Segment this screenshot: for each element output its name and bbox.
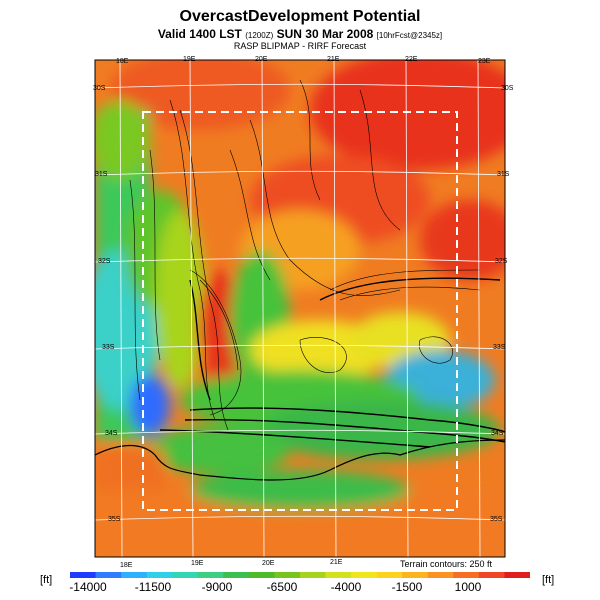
colorbar-swatch	[427, 572, 454, 578]
colorbar-unit-right: [ft]	[542, 574, 555, 586]
coastal-contours	[159, 277, 505, 448]
colorbar-swatch	[376, 572, 403, 578]
colorbar-label: -1500	[391, 580, 423, 594]
top-tick: 19E	[183, 56, 196, 63]
valid-time: Valid 1400 LST (1200Z) SUN 30 Mar 2008 […	[0, 27, 600, 41]
colorbar-swatch	[70, 572, 97, 578]
chart-title: OvercastDevelopment Potential	[179, 8, 421, 25]
right-tick: 33S	[493, 344, 506, 351]
colorbar-label: -11500	[134, 580, 172, 594]
colorbar-swatch	[351, 572, 378, 578]
colorbar-label: -14000	[69, 580, 107, 594]
top-tick: 23E	[478, 58, 491, 65]
colorbar-swatch	[274, 572, 301, 578]
colorbar-label: -6500	[266, 580, 298, 594]
map-field	[95, 60, 505, 557]
colorbar-swatch	[478, 572, 505, 578]
colorbar-swatch	[300, 572, 327, 578]
terrain-contour-note: Terrain contours: 250 ft	[400, 559, 493, 569]
valid-main: Valid 1400 LST	[157, 27, 242, 41]
inner-domain-box	[142, 111, 458, 511]
bottom-tick: 21E	[330, 559, 343, 566]
colorbar-swatch	[504, 572, 530, 578]
bottom-tick: 19E	[191, 560, 204, 567]
terrain-contours	[129, 79, 481, 431]
right-tick: 30S	[501, 85, 514, 92]
left-tick: 31S	[95, 171, 108, 178]
right-tick: 35S	[490, 516, 503, 523]
colorbar-swatch	[223, 572, 250, 578]
colorbar	[70, 572, 530, 578]
top-tick: 21E	[327, 56, 340, 63]
colorbar-swatch	[146, 572, 173, 578]
colorbar-unit-left: [ft]	[40, 574, 53, 586]
right-tick: 32S	[495, 258, 508, 265]
map-frame	[94, 59, 506, 558]
left-tick: 33S	[102, 344, 115, 351]
colorbar-label: -9000	[201, 580, 233, 594]
colorbar-swatch	[453, 572, 480, 578]
top-tick: 22E	[405, 56, 418, 63]
forecast-run: [10hrFcst@2345z]	[376, 31, 443, 40]
right-tick: 34S	[491, 430, 504, 437]
colorbar-swatch	[95, 572, 122, 578]
left-tick: 34S	[105, 430, 118, 437]
colorbar-swatch	[402, 572, 429, 578]
colorbar-swatch	[197, 572, 224, 578]
colorbar-swatch	[121, 572, 148, 578]
bottom-tick: 18E	[120, 562, 133, 569]
left-tick: 35S	[108, 516, 121, 523]
colorbar-swatch	[325, 572, 352, 578]
coastline	[95, 439, 505, 481]
right-tick: 31S	[497, 171, 510, 178]
top-tick: 20E	[255, 56, 268, 63]
left-tick: 30S	[93, 85, 106, 92]
colorbar-label: 1000	[454, 580, 482, 594]
top-tick: 18E	[116, 58, 129, 65]
source-label: RASP BLIPMAP - RIRF Forecast	[233, 41, 367, 51]
colorbar-swatch	[248, 572, 275, 578]
valid-code: (1200Z)	[245, 31, 274, 40]
valid-date: SUN 30 Mar 2008	[276, 27, 374, 41]
colorbar-label: -4000	[330, 580, 362, 594]
left-tick: 32S	[98, 258, 111, 265]
bottom-tick: 20E	[262, 560, 275, 567]
colorbar-swatch	[172, 572, 199, 578]
latlon-grid	[95, 60, 505, 557]
